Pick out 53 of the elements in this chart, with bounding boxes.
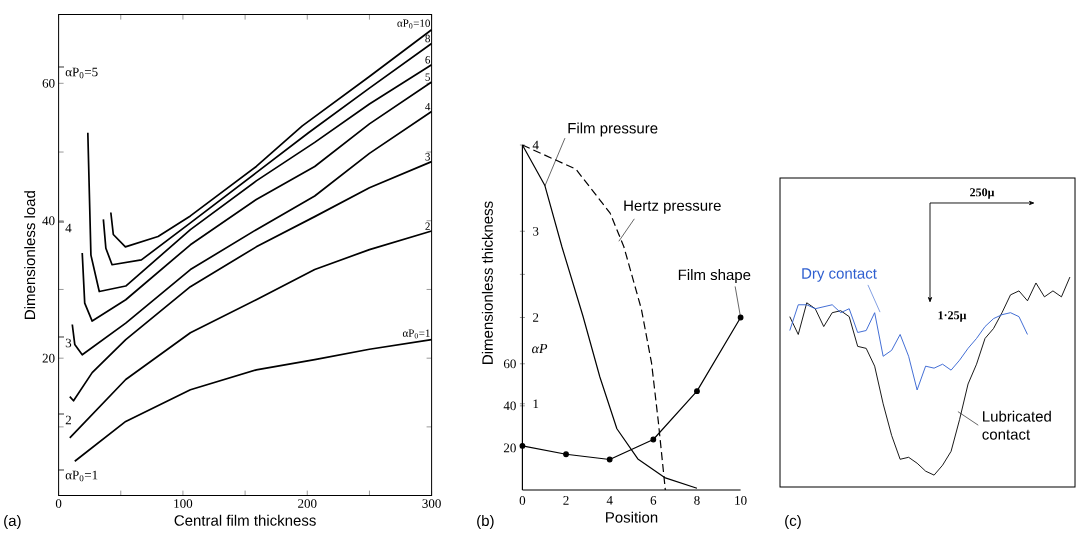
y-tick-label: 20 — [503, 443, 516, 453]
y2-tick-label: 3 — [533, 226, 539, 236]
y-tick-label: 60 — [42, 78, 55, 88]
x-tick-label: 10 — [735, 496, 747, 505]
series-label: 8 — [425, 34, 430, 43]
point — [737, 314, 744, 321]
y-tick-label: 60 — [503, 359, 516, 369]
x-tick-label: 4 — [606, 496, 613, 505]
x-tick-label: 200 — [298, 499, 317, 508]
series-label: 3 — [425, 153, 430, 161]
annotation: αP$_{0}$=1 — [65, 470, 98, 482]
point — [650, 436, 657, 443]
x-axis-title: Position — [606, 511, 658, 523]
text: Film shape — [678, 269, 751, 284]
text: 250μ — [970, 188, 995, 199]
series-label: αP$_{0}$=10 — [397, 19, 430, 29]
series-label: 6 — [425, 56, 431, 64]
point — [563, 451, 569, 458]
series-label: Hertz pressure — [624, 200, 721, 214]
y2-tick-label: 2 — [533, 313, 539, 322]
text: Film pressure — [568, 122, 658, 137]
x-tick-label: 2 — [563, 496, 569, 505]
series-label: 5 — [425, 73, 430, 81]
y-axis-title: Dimensionless load — [24, 191, 36, 319]
text: (c) — [785, 515, 801, 529]
x-axis-title: Central film thickness — [174, 514, 316, 526]
series-label: Dry contact — [802, 268, 877, 282]
annotation: 4 — [65, 223, 72, 233]
series-label: 2 — [425, 222, 430, 230]
text: (a) — [4, 515, 21, 529]
point — [606, 456, 613, 463]
text: (b) — [477, 515, 494, 529]
y-tick-label: 40 — [503, 401, 516, 411]
x-tick-label: 0 — [519, 496, 526, 505]
y-axis-title: Dimensionless thickness — [481, 201, 493, 364]
legend-label: Lubricated contact — [982, 410, 1051, 440]
annotation: 1·25μ — [938, 311, 967, 322]
annotation: 2 — [65, 415, 71, 425]
x-tick-label: 0 — [55, 499, 62, 508]
x-tick-label: 8 — [694, 496, 700, 505]
annotation: αP$_{0}$=5 — [65, 67, 98, 79]
x-tick-label: 300 — [422, 499, 441, 508]
point — [694, 388, 700, 395]
x-tick-label: 100 — [174, 499, 193, 508]
annotation: 3 — [65, 338, 72, 348]
y-tick-label: 40 — [42, 216, 55, 226]
series-label: 4 — [425, 103, 431, 111]
x-tick-label: 6 — [650, 496, 657, 505]
y-tick-label: 20 — [42, 353, 55, 363]
series-label: αP$_{0}$=1 — [402, 329, 430, 339]
y2-tick-label: 1 — [533, 399, 539, 409]
y2-axis-title: αP — [532, 343, 548, 354]
y2-tick-label: 4 — [532, 140, 539, 150]
